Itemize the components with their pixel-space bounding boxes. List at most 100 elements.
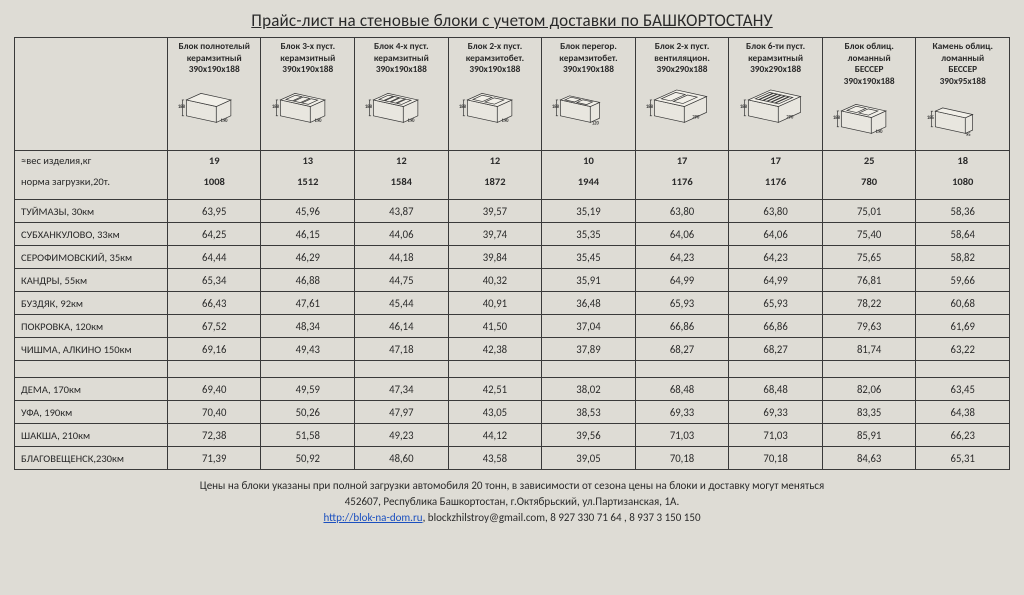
price-cell: 65,34 xyxy=(167,269,261,292)
price-cell: 60,68 xyxy=(916,292,1010,315)
footer-url[interactable]: http://blok-na-dom.ru xyxy=(323,511,422,524)
price-cell: 66,23 xyxy=(916,424,1010,447)
spec-values: 121584 xyxy=(355,151,449,200)
row-label: УФА, 190км xyxy=(15,401,168,424)
product-name2: ломанный xyxy=(919,53,1006,65)
block-sketch-icon: 188290390 xyxy=(736,79,816,125)
svg-text:188: 188 xyxy=(552,105,560,110)
price-cell: 71,03 xyxy=(729,424,823,447)
product-dims: 390x190x188 xyxy=(826,76,913,88)
product-header: Камень облиц. ломанныйБЕССЕР390x95x188 1… xyxy=(916,38,1010,151)
product-name2: керамзитобет. xyxy=(545,53,632,65)
price-cell: 39,84 xyxy=(448,246,542,269)
page-title: Прайс-лист на стеновые блоки с учетом до… xyxy=(14,10,1010,31)
block-sketch-icon: 188290390 xyxy=(642,79,722,125)
price-cell: 48,34 xyxy=(261,315,355,338)
product-dims: 390x190x188 xyxy=(171,64,258,76)
price-cell: 51,58 xyxy=(261,424,355,447)
product-name: Камень облиц. xyxy=(919,41,1006,53)
price-cell: 44,06 xyxy=(355,223,449,246)
price-cell: 40,32 xyxy=(448,269,542,292)
table-row: КАНДРЫ, 55км65,3446,8844,7540,3235,9164,… xyxy=(15,269,1010,292)
price-cell: 58,64 xyxy=(916,223,1010,246)
price-cell: 75,01 xyxy=(822,200,916,223)
product-name: Блок 3-х пуст. xyxy=(264,41,351,53)
price-cell: 49,43 xyxy=(261,338,355,361)
product-name2: ломанный xyxy=(826,53,913,65)
price-cell: 46,29 xyxy=(261,246,355,269)
price-cell: 66,86 xyxy=(729,315,823,338)
price-cell: 58,36 xyxy=(916,200,1010,223)
price-cell: 72,38 xyxy=(167,424,261,447)
svg-text:188: 188 xyxy=(272,105,280,110)
svg-text:290: 290 xyxy=(692,115,700,120)
price-cell: 35,45 xyxy=(542,246,636,269)
price-cell: 35,19 xyxy=(542,200,636,223)
price-cell: 40,91 xyxy=(448,292,542,315)
row-label: СЕРОФИМОВСКИЙ, 35км xyxy=(15,246,168,269)
footer: Цены на блоки указаны при полной загрузк… xyxy=(14,478,1010,526)
svg-text:190: 190 xyxy=(314,119,322,124)
price-cell: 37,04 xyxy=(542,315,636,338)
price-cell: 38,02 xyxy=(542,378,636,401)
price-cell: 63,80 xyxy=(729,200,823,223)
price-cell: 76,81 xyxy=(822,269,916,292)
row-label: ЧИШМА, АЛКИНО 150км xyxy=(15,338,168,361)
price-cell: 68,48 xyxy=(729,378,823,401)
product-name3: БЕССЕР xyxy=(826,64,913,76)
price-cell: 46,15 xyxy=(261,223,355,246)
price-cell: 49,23 xyxy=(355,424,449,447)
price-cell: 78,22 xyxy=(822,292,916,315)
spec-labels: ≈вес изделия,кг норма загрузки,20т. xyxy=(15,151,168,200)
product-dims: 390x190x188 xyxy=(452,64,539,76)
spec-values: 181080 xyxy=(916,151,1010,200)
table-row: СУБХАНКУЛОВО, 33км64,2546,1544,0639,7435… xyxy=(15,223,1010,246)
spec-values: 25780 xyxy=(822,151,916,200)
price-cell: 63,22 xyxy=(916,338,1010,361)
price-cell: 63,95 xyxy=(167,200,261,223)
price-cell: 44,12 xyxy=(448,424,542,447)
table-row: БЛАГОВЕЩЕНСК,230км71,3950,9248,6043,5839… xyxy=(15,447,1010,470)
table-row: ЧИШМА, АЛКИНО 150км69,1649,4347,1842,383… xyxy=(15,338,1010,361)
price-cell: 69,40 xyxy=(167,378,261,401)
product-header: Блок облиц. ломанныйБЕССЕР390x190x188 18… xyxy=(822,38,916,151)
footer-line2: 452607, Республика Башкортостан, г.Октяб… xyxy=(14,494,1010,510)
product-name2: керамзитный xyxy=(732,53,819,65)
price-cell: 81,74 xyxy=(822,338,916,361)
product-name: Блок 2-х пуст. xyxy=(452,41,539,53)
price-cell: 68,48 xyxy=(635,378,729,401)
product-header: Блок 6-ти пуст. керамзитный390x290x188 1… xyxy=(729,38,823,151)
price-cell: 45,44 xyxy=(355,292,449,315)
block-sketch-icon: 188190390 xyxy=(268,79,348,125)
price-cell: 75,40 xyxy=(822,223,916,246)
row-label: ШАКША, 210км xyxy=(15,424,168,447)
product-name2: керамзитный xyxy=(358,53,445,65)
product-name3: БЕССЕР xyxy=(919,64,1006,76)
price-cell: 35,35 xyxy=(542,223,636,246)
block-sketch-icon: 188190390 xyxy=(361,79,441,125)
price-cell: 47,18 xyxy=(355,338,449,361)
price-cell: 69,33 xyxy=(635,401,729,424)
price-cell: 65,93 xyxy=(635,292,729,315)
price-cell: 64,38 xyxy=(916,401,1010,424)
product-name2: керамзитобет. xyxy=(452,53,539,65)
price-cell: 64,06 xyxy=(635,223,729,246)
price-cell: 71,39 xyxy=(167,447,261,470)
table-row: БУЗДЯК, 92км66,4347,6145,4440,9136,4865,… xyxy=(15,292,1010,315)
price-cell: 85,91 xyxy=(822,424,916,447)
price-cell: 75,65 xyxy=(822,246,916,269)
price-cell: 41,50 xyxy=(448,315,542,338)
price-cell: 65,93 xyxy=(729,292,823,315)
spec-values: 171176 xyxy=(729,151,823,200)
price-cell: 39,74 xyxy=(448,223,542,246)
price-cell: 69,33 xyxy=(729,401,823,424)
svg-text:188: 188 xyxy=(740,105,748,110)
row-label: КАНДРЫ, 55км xyxy=(15,269,168,292)
svg-text:188: 188 xyxy=(365,105,373,110)
product-dims: 390x290x188 xyxy=(639,64,726,76)
price-table: Блок полнотелый керамзитный390x190x188 1… xyxy=(14,37,1010,470)
price-cell: 70,18 xyxy=(635,447,729,470)
product-dims: 390x290x188 xyxy=(732,64,819,76)
price-cell: 39,56 xyxy=(542,424,636,447)
table-row: СЕРОФИМОВСКИЙ, 35км64,4446,2944,1839,843… xyxy=(15,246,1010,269)
